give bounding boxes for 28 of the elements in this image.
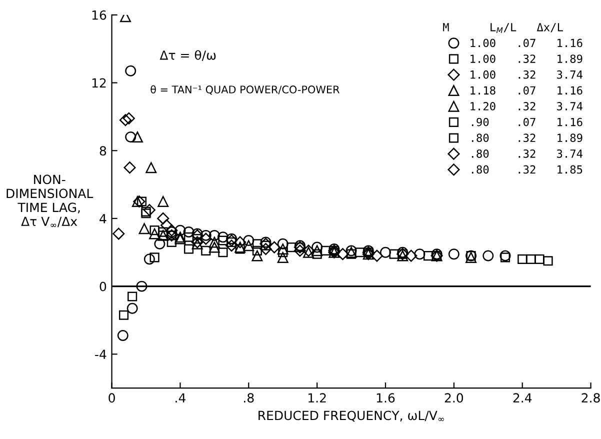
y-tick-label: -4 [95,350,106,359]
legend-label: 1.00 .32 3.74 [470,70,582,79]
y-axis-title: NON- DIMENSIONAL TIME LAG, Δτ V$_{∞}$/Δx [6,174,94,228]
legend-label: 1.18 .07 1.16 [470,86,582,95]
y-tick-label: 0 [100,282,106,292]
legend-label: .80 .32 1.89 [472,134,582,142]
x-tick-label: 1.2 [308,393,326,402]
legend-label: 1.00 .32 1.89 [470,54,582,63]
legend-label: .80 .32 3.74 [472,149,582,158]
legend-title: M L$_{M}$/L Δx/L [443,23,563,34]
x-tick-label: 1.6 [376,393,395,403]
y-tick-label: 8 [100,146,106,156]
x-tick-label: .8 [244,393,254,403]
legend-label: 1.00 .07 1.16 [470,38,582,48]
x-axis-title: REDUCED FREQUENCY, ωL/V$_{∞}$ [258,410,444,422]
legend-label: 1.20 .32 3.74 [470,102,582,110]
legend-label: .80 .32 1.85 [472,165,582,174]
y-tick-label: 12 [92,78,106,88]
y-tick-label: 4 [100,214,106,224]
x-tick-label: 2.8 [582,393,600,403]
legend-label: .90 .07 1.16 [472,118,582,126]
x-tick-label: 2.4 [513,393,532,402]
x-tick-label: .4 [176,393,186,402]
annotation: Δτ = θ/ω [160,50,216,61]
y-tick-label: 16 [92,10,106,20]
x-tick-label: 0 [108,393,115,403]
x-tick-label: 2.0 [444,393,464,403]
annotation: θ = TAN⁻¹ QUAD POWER/CO-POWER [150,85,340,95]
